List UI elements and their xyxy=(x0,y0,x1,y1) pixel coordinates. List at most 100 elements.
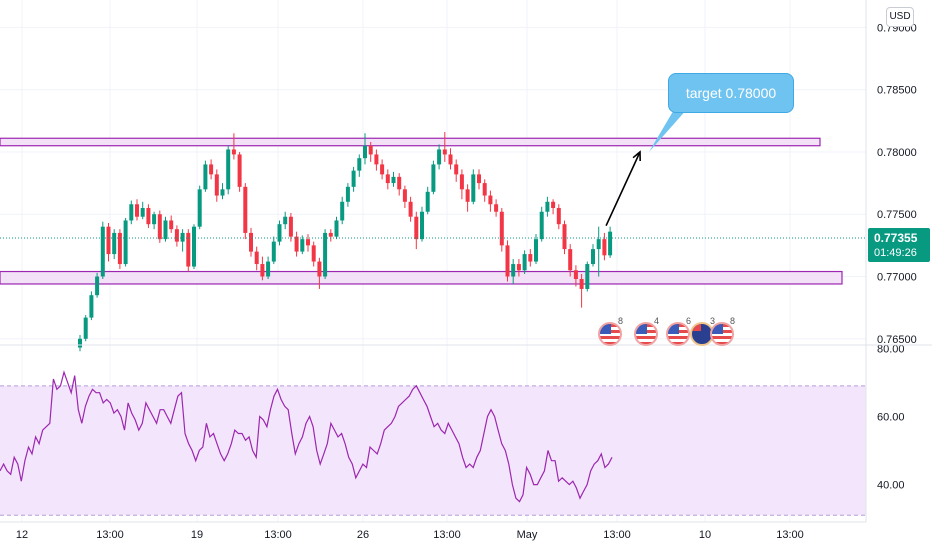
price-axis[interactable]: 0.79000 0.78500 0.78000 0.77500 0.77000 0.765… xyxy=(877,22,917,345)
candle-body xyxy=(288,216,293,237)
candle-body xyxy=(368,145,373,155)
candle-body xyxy=(471,174,476,202)
arrow-head xyxy=(632,150,641,161)
rsi-band xyxy=(0,385,866,516)
economic-event-us-icon[interactable]: 4 xyxy=(634,316,660,346)
candle-body xyxy=(220,189,225,196)
time-tick-label: 13:00 xyxy=(433,529,461,541)
candle-body xyxy=(249,232,253,252)
candle-body xyxy=(579,278,584,289)
candle-body xyxy=(437,149,442,165)
candle-body xyxy=(100,226,105,277)
rsi-axis[interactable]: 80.00 60.00 40.00 xyxy=(877,343,905,491)
candle-body xyxy=(152,214,157,225)
candle-body xyxy=(129,204,134,221)
candle-body xyxy=(528,254,533,262)
candle-body xyxy=(254,251,259,265)
candle-body xyxy=(534,239,538,262)
candle-body xyxy=(488,195,493,205)
time-tick-label: 26 xyxy=(357,529,369,541)
candle-body xyxy=(135,204,139,217)
rsi-tick-label: 80.00 xyxy=(877,343,905,355)
candle-body xyxy=(95,276,100,296)
candle-body xyxy=(573,270,578,279)
candle-body xyxy=(271,241,276,262)
candle-body xyxy=(123,220,128,265)
candle-body xyxy=(442,149,447,155)
time-tick-label: 12 xyxy=(16,529,28,541)
candle-body xyxy=(425,191,430,212)
candle-body xyxy=(556,208,561,225)
rsi-tick-label: 40.00 xyxy=(877,480,905,492)
rsi-line xyxy=(0,370,613,503)
candle-body xyxy=(448,154,453,165)
candle-body xyxy=(345,186,350,202)
candle-body xyxy=(511,264,516,277)
candle-body xyxy=(374,154,379,165)
rsi-tick-label: 60.00 xyxy=(877,411,905,423)
us-flag-icon xyxy=(634,322,658,346)
candle-body xyxy=(334,220,339,237)
candle-body xyxy=(163,220,168,240)
candle-body xyxy=(300,239,305,252)
time-tick-label: 13:00 xyxy=(264,529,292,541)
candle-body xyxy=(323,232,328,277)
candle-body xyxy=(585,264,590,289)
candle-body xyxy=(89,295,94,318)
time-tick-label: 19 xyxy=(191,529,203,541)
price-tick-label: 0.77000 xyxy=(877,272,917,284)
price-tick-label: 0.78500 xyxy=(877,85,917,97)
bar-countdown: 01:49:26 xyxy=(874,247,917,259)
us-flag-icon xyxy=(710,322,734,346)
candle-body xyxy=(83,317,88,339)
candle-body xyxy=(363,145,367,159)
candle-body xyxy=(112,232,117,255)
candle-body xyxy=(106,226,111,255)
candle-body xyxy=(482,183,487,196)
candle-body xyxy=(522,254,527,271)
currency-badge[interactable]: USD xyxy=(886,7,914,27)
candle-body xyxy=(420,211,424,240)
target-callout[interactable]: target 0.78000 xyxy=(668,73,794,113)
candle-body xyxy=(266,261,271,277)
price-zone xyxy=(0,137,821,147)
candle-body xyxy=(516,264,521,271)
candle-body xyxy=(277,224,282,242)
candle-body xyxy=(465,189,470,202)
candle-body xyxy=(408,201,413,217)
candle-body xyxy=(209,164,214,175)
event-count: 3 xyxy=(710,316,716,326)
time-tick-label: May xyxy=(517,529,538,541)
candle-body xyxy=(539,211,544,240)
candle-body xyxy=(596,239,601,250)
time-tick-label: 13:00 xyxy=(96,529,124,541)
candle-body xyxy=(397,176,402,190)
time-tick-label: 10 xyxy=(699,529,711,541)
candle-body xyxy=(203,164,208,190)
candle-body xyxy=(174,229,179,242)
time-axis[interactable]: 12 13:00 19 13:00 26 13:00 May 13:00 10 13:00 xyxy=(16,529,804,541)
candle-body xyxy=(317,261,322,277)
price-tick-label: 0.79000 xyxy=(877,22,917,34)
target-arrow[interactable] xyxy=(605,108,688,227)
time-tick-label: 13:00 xyxy=(603,529,631,541)
support-resistance-zones[interactable] xyxy=(0,137,843,285)
candle-body xyxy=(351,170,356,187)
candle-body xyxy=(385,174,390,184)
event-count: 6 xyxy=(686,316,692,326)
candle-body xyxy=(197,189,202,227)
event-count: 8 xyxy=(618,316,624,326)
economic-event-us-icon[interactable]: 6 xyxy=(666,316,692,346)
economic-event-us-icon[interactable]: 8 xyxy=(598,316,624,346)
economic-event-us-icon[interactable]: 8 xyxy=(710,316,736,346)
candle-body xyxy=(477,174,481,184)
candle-body xyxy=(505,245,510,277)
time-tick-label: 13:00 xyxy=(776,529,804,541)
candle-body xyxy=(494,204,499,212)
candle-body xyxy=(306,239,310,246)
candle-body xyxy=(294,236,299,252)
candle-body xyxy=(551,201,556,209)
candle-body xyxy=(146,208,151,225)
